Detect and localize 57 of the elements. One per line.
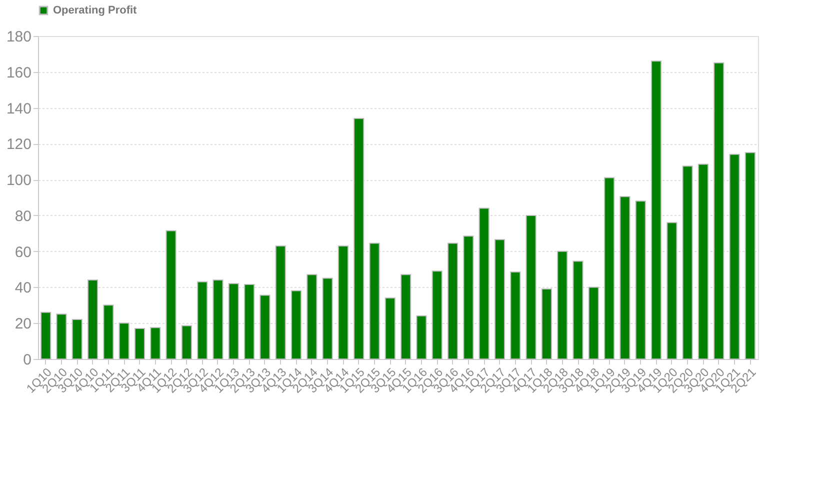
bar (306, 274, 318, 360)
bar (103, 304, 114, 360)
bar (588, 286, 599, 360)
bar (369, 242, 380, 360)
bar (463, 236, 474, 360)
bar (118, 322, 130, 360)
bar (478, 208, 490, 360)
bar (88, 280, 98, 360)
y-tick-label: 40 (14, 280, 32, 297)
bar (651, 60, 662, 360)
y-tick-label: 0 (23, 352, 32, 368)
bar (400, 274, 412, 360)
bar (557, 250, 568, 360)
bar (432, 270, 442, 360)
bar (620, 196, 630, 360)
bar (354, 118, 364, 360)
bar (212, 280, 224, 360)
y-tick-label: 100 (6, 172, 32, 190)
bar (384, 297, 396, 360)
bar (541, 288, 552, 360)
bar (181, 325, 192, 360)
y-tick-label: 180 (6, 28, 32, 46)
bar (338, 245, 348, 360)
bar (666, 222, 678, 360)
bar (72, 319, 82, 360)
bar (682, 166, 693, 360)
y-tick-label: 140 (6, 100, 32, 118)
bar (448, 242, 458, 360)
bar (729, 154, 740, 360)
bar (322, 278, 333, 360)
bar (510, 271, 521, 360)
bar (635, 200, 646, 360)
bar (197, 281, 208, 360)
bar (260, 294, 270, 360)
bar (291, 290, 302, 360)
bar (698, 164, 708, 360)
bar (604, 177, 615, 360)
bar (166, 230, 176, 360)
y-tick-label: 60 (14, 244, 32, 261)
bar (40, 312, 52, 360)
bar (150, 327, 161, 360)
y-tick-label: 80 (14, 208, 32, 225)
y-tick-label: 160 (6, 64, 32, 82)
bar (275, 245, 286, 360)
bar (416, 315, 427, 360)
y-tick-label: 120 (6, 136, 32, 154)
bar (56, 314, 67, 360)
bar (228, 283, 239, 360)
bar (526, 214, 536, 360)
legend-label: Operating Profit (53, 4, 138, 16)
bar (244, 284, 255, 360)
y-tick-label: 20 (14, 316, 32, 333)
bar (494, 239, 505, 360)
bar (714, 62, 724, 360)
bar (744, 152, 756, 360)
bar (572, 260, 584, 360)
bar (134, 328, 145, 360)
